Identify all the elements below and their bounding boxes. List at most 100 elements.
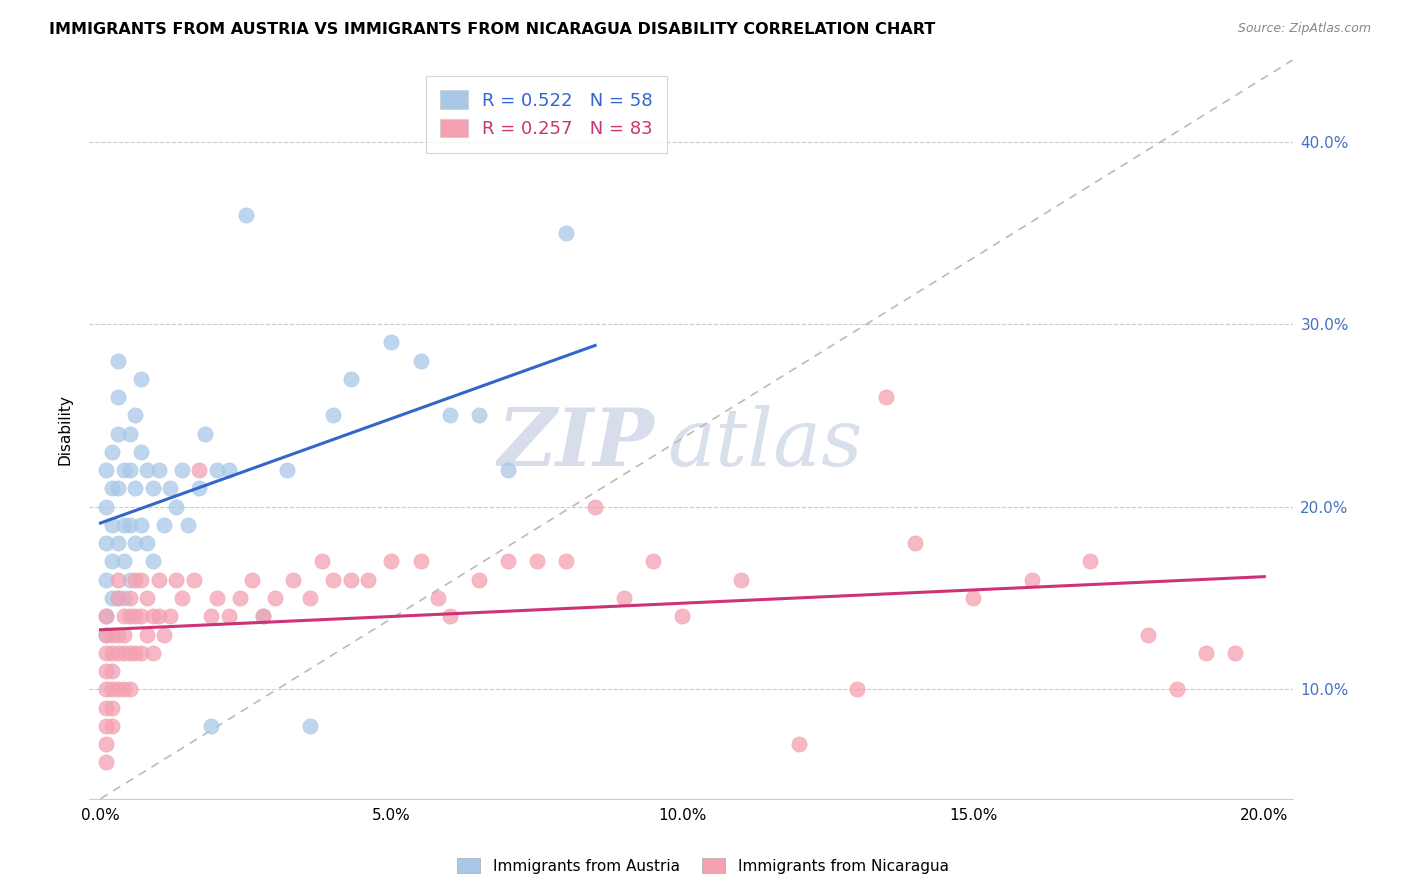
Point (583, 500, 606, 514)
Point (124, 536, 146, 550)
Point (496, 554, 519, 568)
Point (218, 609, 240, 624)
Point (380, 335, 402, 350)
Point (240, 573, 263, 587)
Point (904, 536, 927, 550)
Point (96, 463, 118, 477)
Point (107, 627, 129, 641)
Point (165, 573, 187, 587)
Point (142, 482, 165, 496)
Point (124, 409, 146, 423)
Point (671, 609, 693, 624)
Point (136, 536, 159, 550)
Point (177, 518, 200, 533)
Point (96, 500, 118, 514)
Point (124, 573, 146, 587)
Point (101, 627, 124, 641)
Point (118, 463, 141, 477)
Point (118, 646, 141, 660)
Point (107, 646, 129, 660)
Text: ZIP: ZIP (498, 405, 655, 483)
Point (427, 591, 450, 605)
Point (112, 627, 135, 641)
Point (409, 554, 432, 568)
Point (159, 609, 181, 624)
Point (101, 700, 124, 714)
Point (148, 573, 170, 587)
Point (112, 463, 135, 477)
Point (112, 554, 135, 568)
Point (96, 573, 118, 587)
Point (96, 609, 118, 624)
Point (229, 591, 252, 605)
Point (107, 573, 129, 587)
Point (188, 463, 211, 477)
Point (252, 609, 274, 624)
Point (107, 353, 129, 368)
Point (322, 409, 344, 423)
Point (298, 591, 321, 605)
Point (1195, 646, 1218, 660)
Point (142, 554, 165, 568)
Point (276, 463, 298, 477)
Point (101, 664, 124, 678)
Point (555, 226, 578, 240)
Point (124, 646, 146, 660)
Point (101, 591, 124, 605)
Point (129, 609, 152, 624)
Point (730, 573, 752, 587)
Point (118, 573, 141, 587)
Point (467, 409, 489, 423)
Point (96, 719, 118, 733)
Point (613, 591, 636, 605)
Point (129, 445, 152, 459)
Point (153, 627, 176, 641)
Point (118, 682, 141, 697)
Point (96, 737, 118, 751)
Point (962, 591, 984, 605)
Point (643, 554, 665, 568)
Point (148, 609, 170, 624)
Point (188, 482, 211, 496)
Point (1166, 682, 1188, 697)
Point (101, 445, 124, 459)
Point (101, 719, 124, 733)
Point (1136, 627, 1159, 641)
Point (136, 463, 159, 477)
Point (107, 426, 129, 441)
Point (1021, 573, 1043, 587)
Point (845, 682, 868, 697)
Point (112, 591, 135, 605)
Point (101, 682, 124, 697)
Point (205, 591, 228, 605)
Point (129, 573, 152, 587)
Point (96, 700, 118, 714)
Point (96, 664, 118, 678)
Point (148, 463, 170, 477)
Point (875, 390, 897, 404)
Point (1225, 646, 1247, 660)
Text: atlas: atlas (666, 405, 862, 483)
Point (496, 463, 519, 477)
Point (112, 518, 135, 533)
Point (153, 518, 176, 533)
Point (112, 609, 135, 624)
Point (107, 591, 129, 605)
Point (96, 646, 118, 660)
Point (96, 536, 118, 550)
Point (107, 591, 129, 605)
Text: Source: ZipAtlas.com: Source: ZipAtlas.com (1237, 22, 1371, 36)
Point (357, 573, 380, 587)
Point (129, 372, 152, 386)
Point (252, 609, 274, 624)
Point (339, 573, 361, 587)
Point (118, 426, 141, 441)
Point (322, 573, 344, 587)
Point (118, 609, 141, 624)
Point (101, 482, 124, 496)
Point (218, 463, 240, 477)
Point (96, 627, 118, 641)
Point (1078, 554, 1101, 568)
Point (142, 646, 165, 660)
Point (409, 353, 432, 368)
